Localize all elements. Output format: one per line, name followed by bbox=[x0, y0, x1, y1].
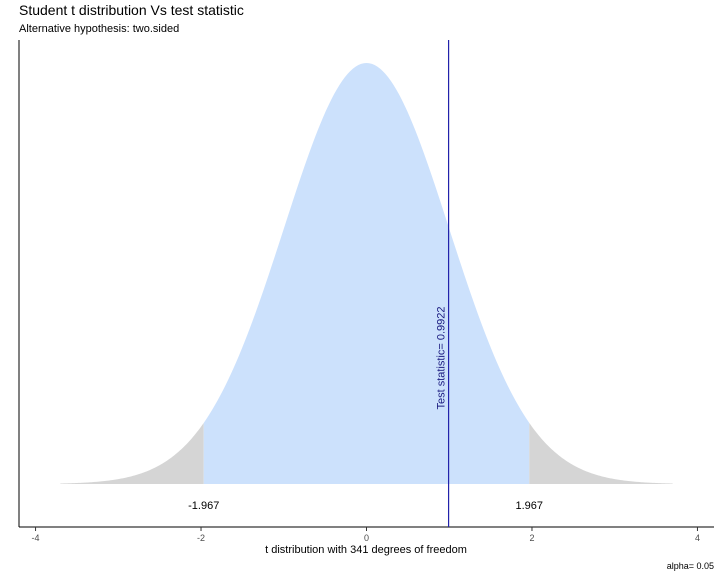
x-tick-label: 2 bbox=[529, 533, 534, 543]
rejection-region-right bbox=[529, 422, 673, 484]
density-areas bbox=[60, 63, 673, 484]
critical-value-label-right: 1.967 bbox=[515, 500, 543, 512]
alpha-caption: alpha= 0.05 bbox=[667, 561, 714, 571]
x-tick-label: -4 bbox=[32, 533, 40, 543]
test-statistic-label: Test statistic= 0.9922 bbox=[436, 306, 448, 409]
acceptance-region bbox=[203, 63, 530, 484]
chart-subtitle: Alternative hypothesis: two.sided bbox=[19, 23, 179, 35]
x-tick-label: 0 bbox=[364, 533, 369, 543]
critical-value-labels: -1.967 1.967 bbox=[188, 500, 543, 512]
x-tick-label: 4 bbox=[695, 533, 700, 543]
critical-value-label-left: -1.967 bbox=[188, 500, 219, 512]
x-axis-label: t distribution with 341 degrees of freed… bbox=[265, 544, 467, 556]
rejection-region-left bbox=[60, 422, 204, 484]
chart-title: Student t distribution Vs test statistic bbox=[19, 2, 244, 18]
x-tick-label: -2 bbox=[197, 533, 205, 543]
x-axis-ticks: -4 -2 0 2 4 bbox=[32, 527, 700, 543]
